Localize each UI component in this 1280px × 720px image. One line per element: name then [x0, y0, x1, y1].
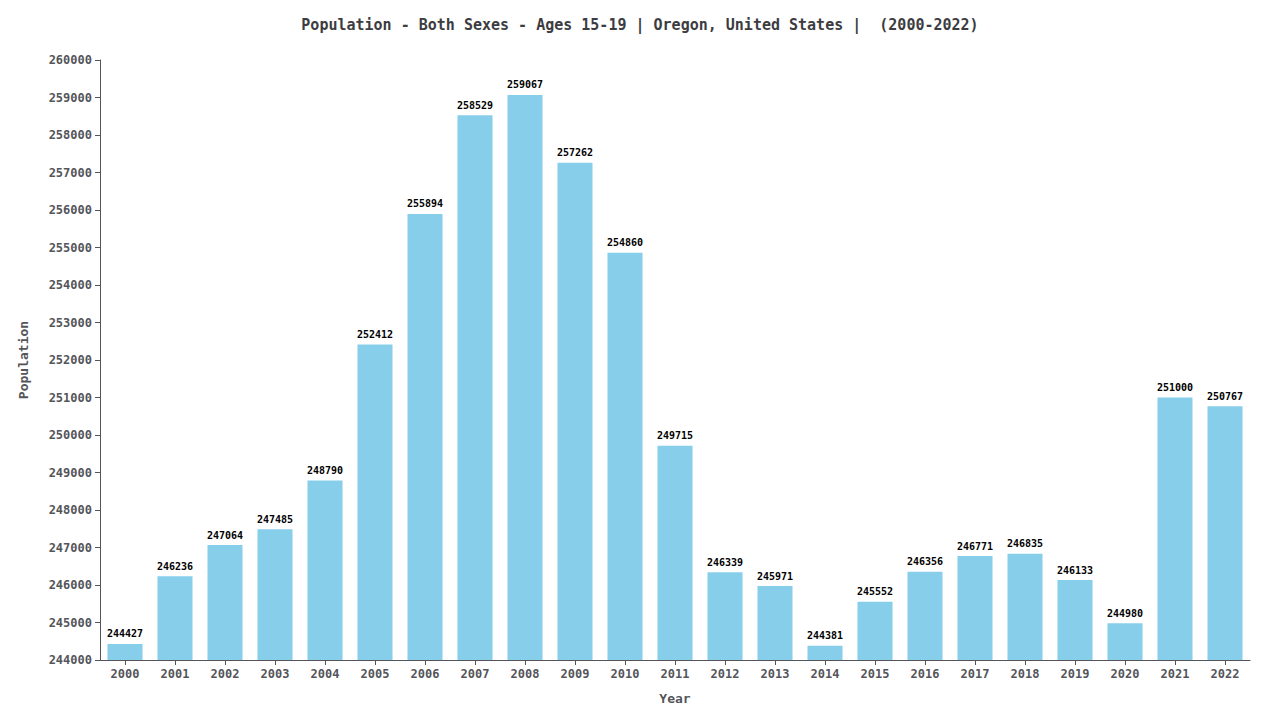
svg-text:2003: 2003	[261, 667, 290, 681]
svg-text:2006: 2006	[411, 667, 440, 681]
svg-text:248790: 248790	[307, 465, 343, 476]
svg-text:2012: 2012	[711, 667, 740, 681]
svg-text:253000: 253000	[49, 316, 92, 330]
svg-text:246133: 246133	[1057, 565, 1093, 576]
svg-text:244381: 244381	[807, 630, 843, 641]
svg-text:259067: 259067	[507, 79, 543, 90]
svg-text:251000: 251000	[49, 391, 92, 405]
svg-text:2010: 2010	[611, 667, 640, 681]
svg-text:244000: 244000	[49, 653, 92, 667]
svg-text:247000: 247000	[49, 541, 92, 555]
svg-text:246771: 246771	[957, 541, 993, 552]
svg-text:2022: 2022	[1211, 667, 1240, 681]
svg-text:247064: 247064	[207, 530, 243, 541]
svg-text:258529: 258529	[457, 100, 493, 111]
svg-text:251000: 251000	[1157, 382, 1193, 393]
svg-text:2007: 2007	[461, 667, 490, 681]
svg-text:2009: 2009	[561, 667, 590, 681]
svg-text:246339: 246339	[707, 557, 743, 568]
svg-text:255000: 255000	[49, 241, 92, 255]
svg-text:2000: 2000	[111, 667, 140, 681]
svg-text:2015: 2015	[861, 667, 890, 681]
svg-text:252000: 252000	[49, 353, 92, 367]
svg-text:252412: 252412	[357, 329, 393, 340]
svg-text:245552: 245552	[857, 586, 893, 597]
svg-text:246835: 246835	[1007, 538, 1043, 549]
svg-text:246000: 246000	[49, 578, 92, 592]
svg-text:255894: 255894	[407, 198, 443, 209]
svg-text:245000: 245000	[49, 616, 92, 630]
svg-text:2011: 2011	[661, 667, 690, 681]
svg-text:250767: 250767	[1207, 391, 1243, 402]
svg-text:257262: 257262	[557, 147, 593, 158]
svg-text:Population: Population	[16, 321, 31, 399]
svg-text:Year: Year	[659, 691, 690, 706]
svg-text:257000: 257000	[49, 166, 92, 180]
svg-text:2013: 2013	[761, 667, 790, 681]
svg-text:258000: 258000	[49, 128, 92, 142]
svg-text:244980: 244980	[1107, 608, 1143, 619]
svg-text:2020: 2020	[1111, 667, 1140, 681]
svg-text:254000: 254000	[49, 278, 92, 292]
svg-text:246236: 246236	[157, 561, 193, 572]
svg-text:247485: 247485	[257, 514, 293, 525]
svg-text:248000: 248000	[49, 503, 92, 517]
svg-text:2001: 2001	[161, 667, 190, 681]
svg-text:Population - Both Sexes - Ages: Population - Both Sexes - Ages 15-19 | O…	[301, 16, 978, 35]
svg-text:260000: 260000	[49, 53, 92, 67]
svg-text:2005: 2005	[361, 667, 390, 681]
svg-text:256000: 256000	[49, 203, 92, 217]
svg-text:2002: 2002	[211, 667, 240, 681]
svg-text:2016: 2016	[911, 667, 940, 681]
svg-text:2017: 2017	[961, 667, 990, 681]
svg-text:2019: 2019	[1061, 667, 1090, 681]
svg-text:249000: 249000	[49, 466, 92, 480]
svg-text:259000: 259000	[49, 91, 92, 105]
svg-text:2014: 2014	[811, 667, 840, 681]
svg-text:254860: 254860	[607, 237, 643, 248]
svg-text:2008: 2008	[511, 667, 540, 681]
svg-text:2018: 2018	[1011, 667, 1040, 681]
svg-text:246356: 246356	[907, 556, 943, 567]
svg-text:249715: 249715	[657, 430, 693, 441]
svg-text:250000: 250000	[49, 428, 92, 442]
svg-text:244427: 244427	[107, 628, 143, 639]
svg-text:2004: 2004	[311, 667, 340, 681]
svg-text:245971: 245971	[757, 571, 793, 582]
svg-text:2021: 2021	[1161, 667, 1190, 681]
